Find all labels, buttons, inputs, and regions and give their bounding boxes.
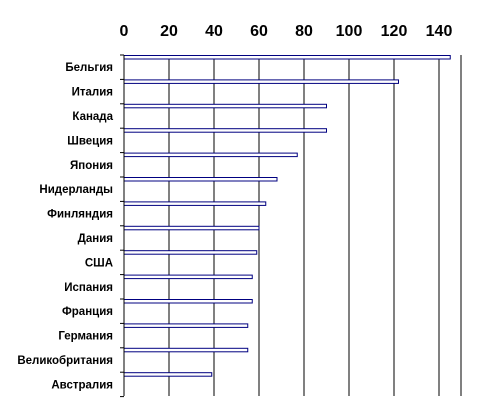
gridlines — [168, 55, 440, 396]
category-label: Великобритания — [17, 355, 113, 367]
bar-12 — [123, 347, 249, 353]
x-tick-label: 40 — [205, 23, 223, 40]
category-label: Австралия — [51, 379, 113, 391]
category-label: Испания — [64, 282, 113, 294]
bars — [123, 55, 451, 377]
category-label: Швеция — [67, 135, 113, 147]
x-tick-label: 100 — [336, 23, 363, 40]
bar-1 — [123, 79, 399, 84]
bar-3 — [123, 128, 327, 133]
category-label: Бельгия — [65, 62, 113, 74]
bar-7 — [123, 225, 260, 231]
category-labels: Бельгия Италия Канада Швеция Япония Нидерланд… — [17, 62, 113, 391]
x-tick-labels: 0 20 40 60 80 100 120 140 — [120, 23, 453, 40]
category-label: Финляндия — [47, 209, 113, 221]
x-tick-label: 0 — [120, 23, 129, 40]
x-tick-label: 120 — [381, 23, 408, 40]
bar-10 — [123, 299, 253, 304]
category-label: Канада — [72, 111, 113, 123]
bar-9 — [123, 274, 253, 280]
category-label: Франция — [62, 306, 113, 318]
x-tick-label: 60 — [250, 23, 268, 40]
category-label: Япония — [70, 160, 113, 172]
category-label: Дания — [78, 233, 113, 245]
category-label: Италия — [72, 87, 113, 99]
bar-13 — [123, 372, 213, 377]
bar-2 — [123, 103, 327, 109]
category-label: Нидерланды — [39, 184, 113, 196]
category-label: США — [85, 257, 113, 269]
bar-6 — [123, 201, 267, 206]
bar-8 — [123, 250, 258, 255]
bar-0 — [123, 55, 451, 60]
category-label: Германия — [58, 331, 113, 343]
bar-11 — [123, 323, 249, 328]
axes — [120, 54, 462, 398]
x-tick-label: 80 — [295, 23, 313, 40]
x-tick-label: 20 — [160, 23, 178, 40]
bar-4 — [123, 152, 298, 158]
bar-5 — [123, 177, 278, 182]
x-tick-label: 140 — [426, 23, 453, 40]
